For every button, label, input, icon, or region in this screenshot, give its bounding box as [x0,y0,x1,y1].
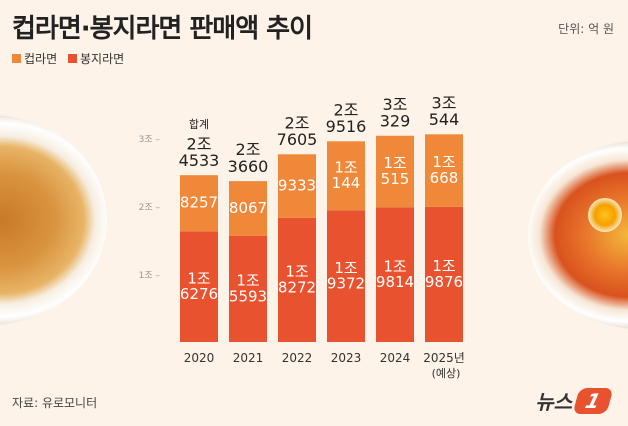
bar-label-bag: 1조 [285,263,309,281]
bar-label-cup: 668 [430,169,459,187]
bar-label-cup: 9333 [278,177,316,195]
bar-cup [425,134,463,207]
logo-mark: 1 [572,387,614,414]
bar-label-cup: 1조 [334,158,358,176]
total-label: 3조 [432,93,457,112]
egg-yolk-image [588,198,622,232]
x-tick-label: 2025년 [423,351,465,365]
total-label: 3660 [228,157,269,176]
bar-label-bag: 1조 [334,259,358,277]
bar-label-bag: 9876 [425,273,463,291]
bar-cup [376,135,414,208]
source-note: 자료: 유로모니터 [12,396,98,410]
total-label: 544 [429,110,460,129]
cup-ramen-bowl-image [0,115,107,325]
bar-bag [229,235,267,342]
news1-logo: 뉴스 1 [535,386,614,415]
x-tick-label: 2023 [331,351,362,365]
bar-label-bag: 5593 [229,287,267,305]
logo-text: 뉴스 [535,390,572,414]
total-label: 2조 [187,134,212,153]
bar-bag [278,217,316,342]
total-label: 2조 [334,100,359,119]
bar-label-bag: 1조 [187,269,211,287]
legend-label-bag: 봉지라면 [80,52,125,66]
bar-bag [327,210,365,342]
legend-swatch-cup [12,54,21,63]
page-title: 컵라면·봉지라면 판매액 추이 [12,14,313,44]
total-label: 7605 [277,130,318,149]
bar-label-cup: 1조 [383,154,407,172]
bar-bag [180,231,218,342]
total-label: 329 [380,112,411,131]
unit-label: 단위: 억 원 [558,22,614,36]
legend-bag: 봉지라면 [68,50,124,67]
x-tick-label: 2024 [380,351,411,365]
bar-label-cup: 1조 [432,153,456,171]
bar-label-bag: 9372 [327,275,365,293]
legend-label-cup: 컵라면 [24,52,58,66]
y-tick-label: 1조 – [139,271,161,281]
bag-ramen-bowl-image [528,141,628,329]
total-label: 3조 [383,95,408,114]
bar-bag [376,207,414,342]
total-caption: 합계 [189,118,209,131]
x-tick-label: 2020 [184,351,215,365]
x-tick-sublabel: (예상) [432,367,461,380]
bar-label-cup: 515 [381,170,410,188]
bar-cup [278,154,316,218]
legend-cup: 컵라면 [12,50,57,67]
bar-label-cup: 144 [332,174,361,192]
bar-label-cup: 8067 [229,199,267,217]
bar-cup [229,181,267,236]
total-label: 2조 [236,140,261,159]
bar-label-bag: 9814 [376,273,414,291]
total-label: 4533 [179,151,220,170]
bar-label-bag: 8272 [278,278,316,296]
y-tick-label: 2조 – [139,203,161,213]
y-tick-label: 3조 – [139,135,161,145]
bar-label-bag: 6276 [180,285,218,303]
x-tick-label: 2022 [282,351,313,365]
bar-label-bag: 1조 [383,257,407,275]
bar-label-cup: 8257 [180,194,218,212]
legend-swatch-bag [68,54,77,63]
bar-label-bag: 1조 [236,272,260,290]
bar-cup [180,175,218,232]
bar-label-bag: 1조 [432,257,456,275]
bar-cup [327,141,365,211]
total-label: 2조 [285,113,310,132]
x-tick-label: 2021 [233,351,264,365]
bar-bag [425,206,463,342]
total-label: 9516 [326,117,367,136]
